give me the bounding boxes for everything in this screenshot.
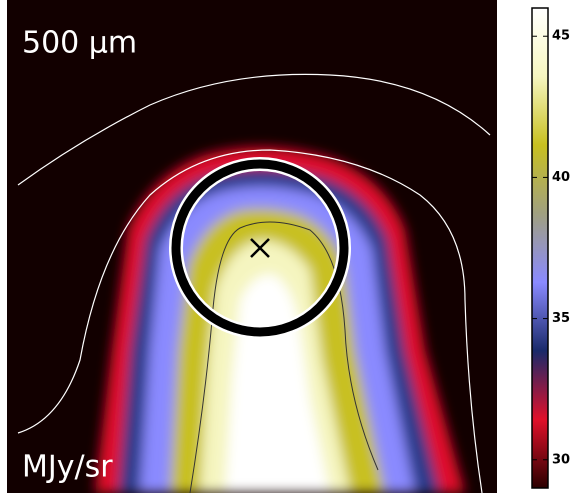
colorbar-tick-label: 35 <box>552 311 570 326</box>
wavelength-label: 500 μm <box>22 26 137 61</box>
unit-label: MJy/sr <box>22 450 113 485</box>
colorbar-tick-label: 30 <box>552 452 570 467</box>
map-image <box>7 0 497 493</box>
colorbar-tick-label: 45 <box>552 29 570 44</box>
colorbar-tick-label: 40 <box>552 170 570 185</box>
colorbar <box>531 7 549 489</box>
